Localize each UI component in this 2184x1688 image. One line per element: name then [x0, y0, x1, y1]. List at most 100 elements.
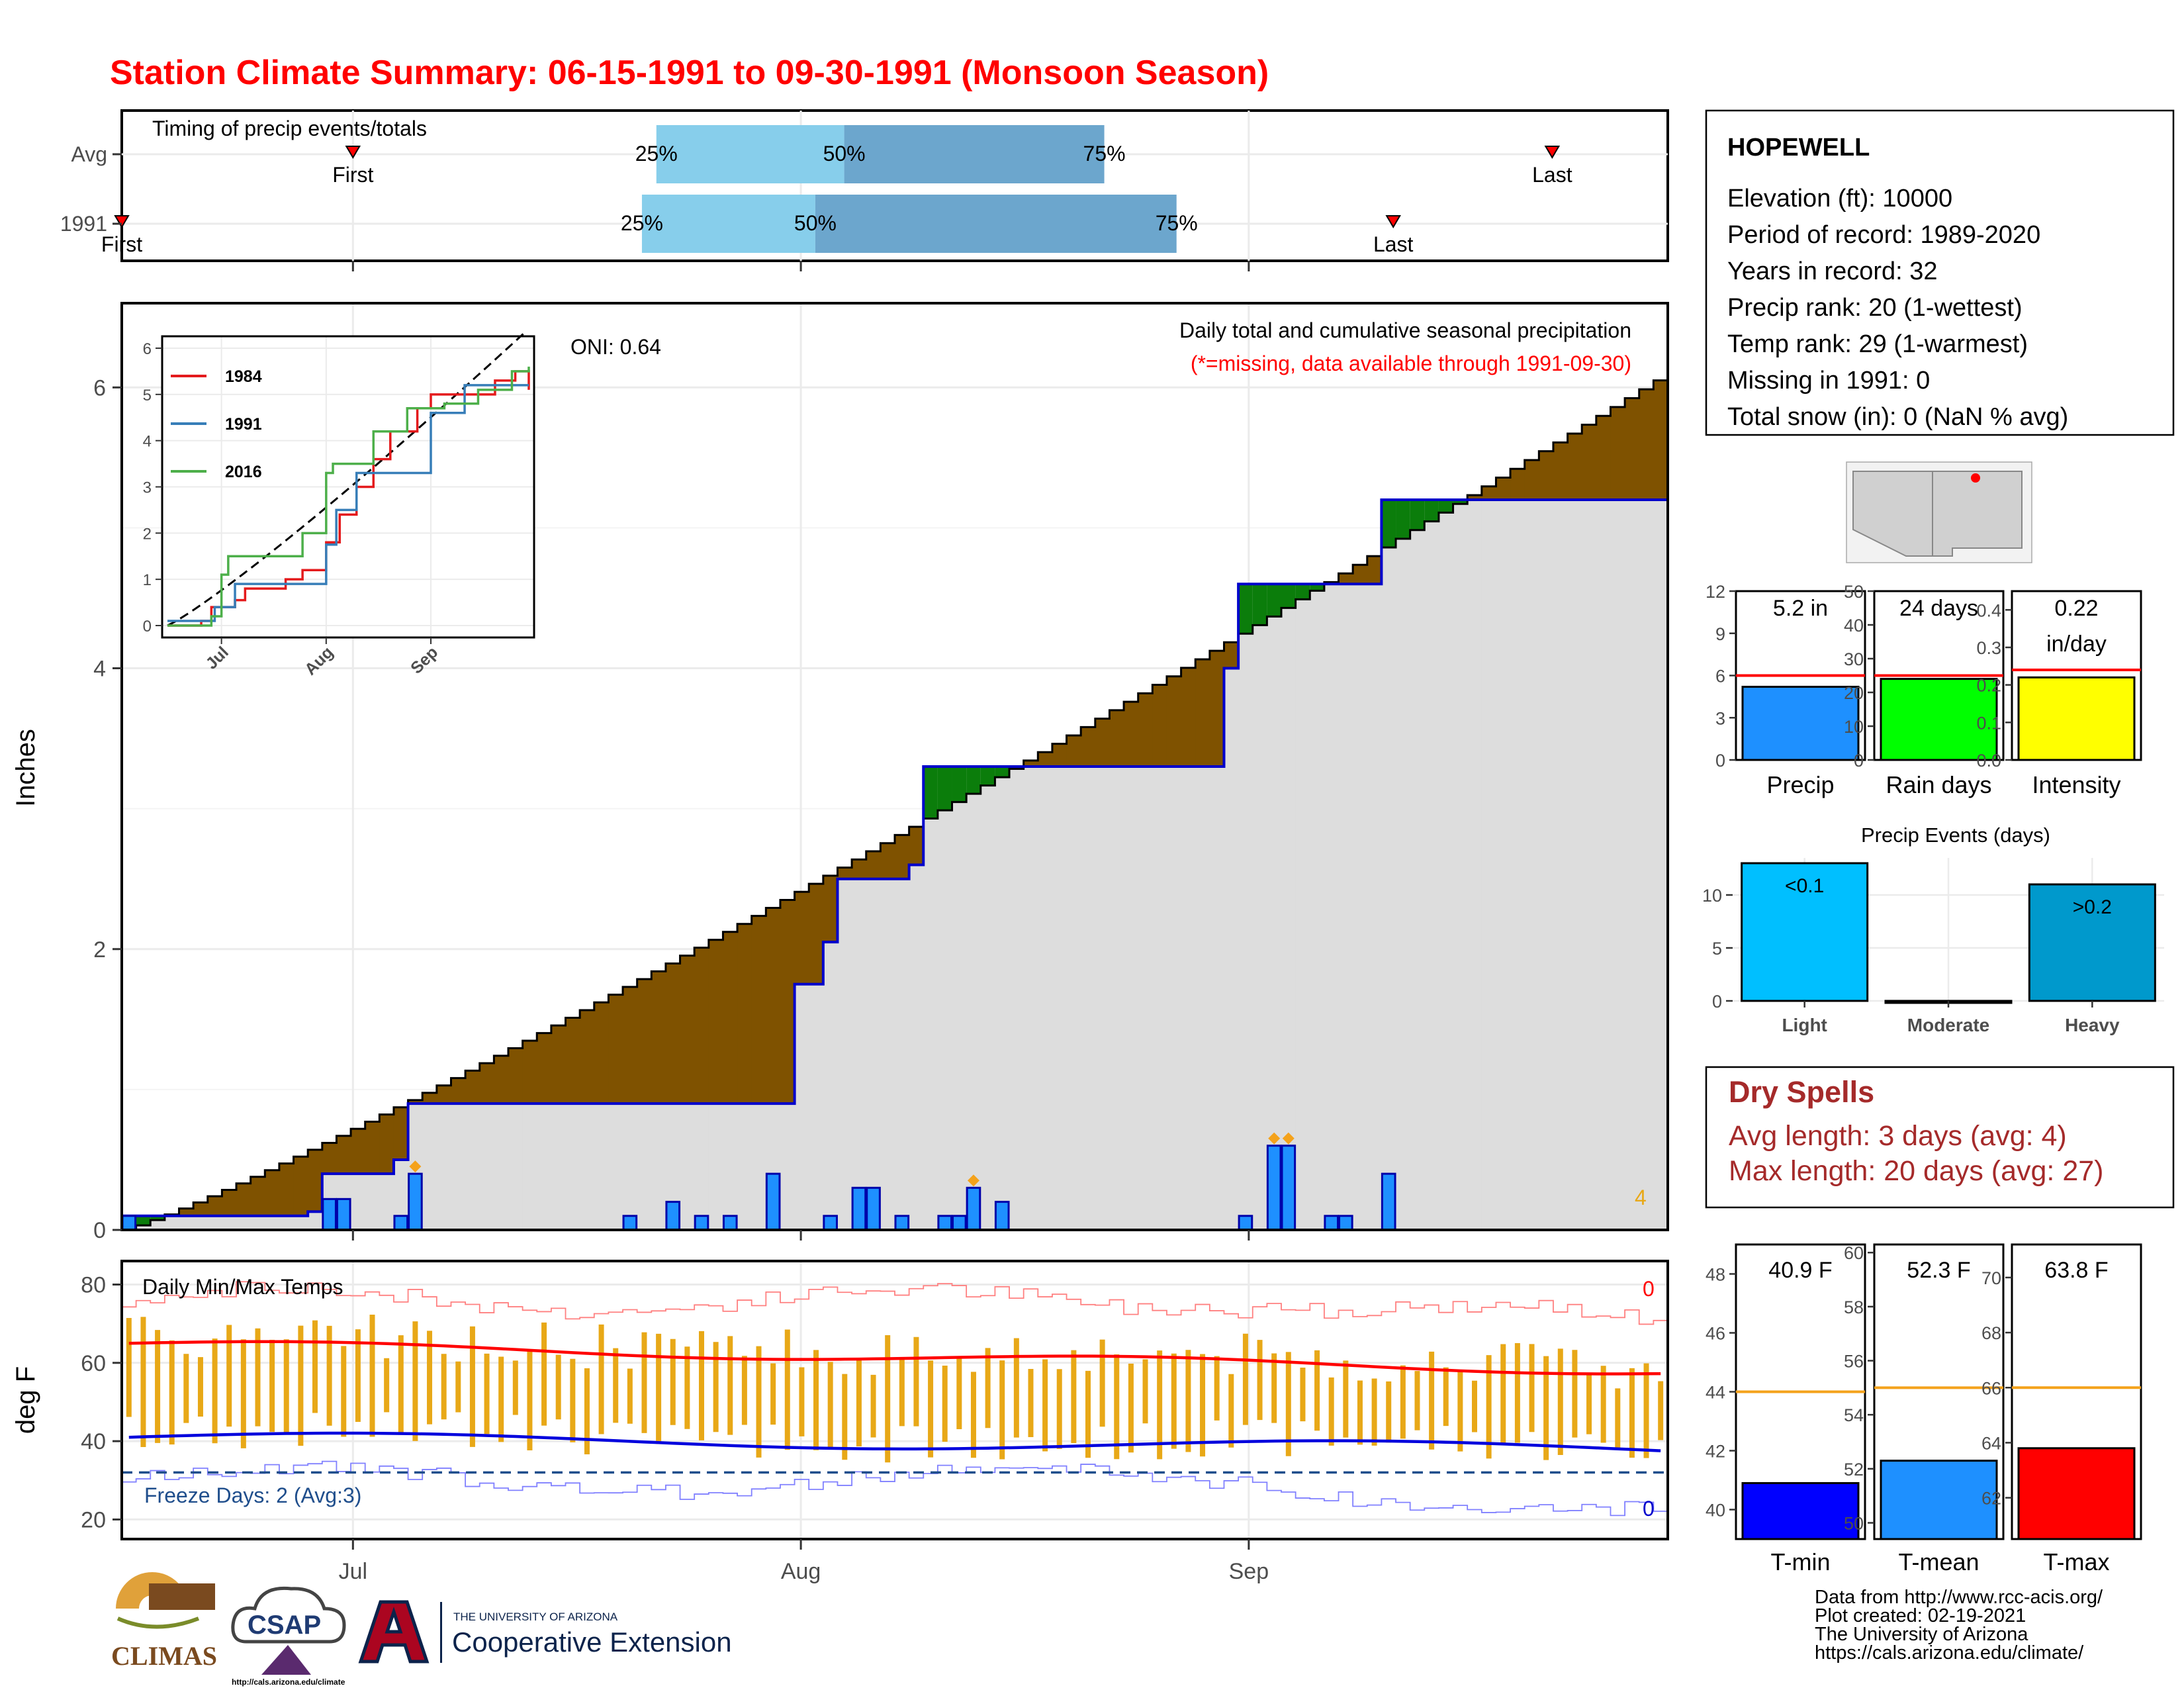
cum-base-area [895, 878, 910, 1230]
cum-base-area [1224, 668, 1239, 1230]
precip-events-chart: <0.1 Light Moderate >0.2 Heavy 0 5 10 [1702, 858, 2164, 1035]
summary-panel-name: T-mean [1898, 1548, 1979, 1575]
cum-base-area [580, 1103, 595, 1230]
cumulative-precip-panel: 0 2 4 6 Inches Daily total and cumulative s… [11, 302, 1669, 1243]
heavy-event-marker [1268, 1132, 1281, 1145]
cum-below-avg-area [193, 1202, 208, 1216]
cum-above-avg-area [1438, 499, 1454, 513]
cum-base-area [665, 1103, 681, 1230]
cum-below-avg-area [265, 1170, 280, 1216]
cum-base-area [937, 767, 953, 1230]
summary-value-label: 0.22 [2054, 596, 2098, 621]
cum-above-avg-area [1396, 499, 1411, 539]
heavy-event-marker [1282, 1132, 1295, 1145]
cum-below-avg-area [365, 1121, 380, 1174]
summary-value-bar [1741, 686, 1860, 761]
summary-ytick-label: 42 [1706, 1442, 1725, 1462]
cum-base-area [1009, 767, 1024, 1230]
first-event-marker [345, 146, 361, 159]
record-min-line [122, 1460, 1668, 1517]
cum-base-area [1582, 499, 1597, 1230]
cum-base-area [1381, 499, 1396, 1230]
daily-precip-bar [121, 1215, 137, 1231]
cum-base-area [479, 1103, 494, 1230]
inset-legend-label: 2016 [225, 463, 262, 481]
cum-below-avg-area [1639, 389, 1654, 500]
cum-above-avg-area [966, 767, 981, 794]
daily-precip-bar [894, 1215, 910, 1231]
summary-value-label: 5.2 in [1773, 596, 1828, 621]
cum-base-area [694, 1103, 709, 1230]
inset-ytick-label: 2 [143, 525, 152, 543]
cum-base-area [522, 1103, 537, 1230]
cum-above-avg-area [1281, 584, 1297, 608]
cum-base-area [1453, 499, 1468, 1230]
daily-precip-bar [994, 1201, 1010, 1231]
cum-base-area [823, 942, 839, 1230]
summary-ytick-label: 0.3 [1976, 638, 2001, 658]
cum-below-avg-area [1353, 565, 1368, 585]
cum-base-area [250, 1215, 265, 1230]
cum-below-avg-area [1081, 727, 1096, 767]
station-line: Total snow (in): 0 (NaN % avg) [1727, 403, 2068, 431]
cum-below-avg-area [451, 1078, 466, 1104]
precip-summary-bars: 0 3 6 9 12 5.2 in Precip 0 10 20 30 40 50 24 days Rain… [1706, 582, 2142, 798]
cum-base-area [565, 1103, 580, 1230]
cum-base-area [379, 1174, 394, 1230]
cum-below-avg-area [852, 859, 867, 879]
cum-base-area [1152, 767, 1167, 1230]
summary-ytick-label: 58 [1844, 1297, 1864, 1317]
temperature-summary-bars: 40 42 44 46 48 40.9 F T-min 50 52 54 56 58 60 52.3 F T… [1706, 1243, 2142, 1575]
cum-base-area [723, 1103, 738, 1230]
cum-below-avg-area [680, 955, 695, 1104]
temp-xtick-label: Sep [1229, 1559, 1269, 1584]
cum-base-area [708, 1103, 724, 1230]
cum-base-area [1467, 499, 1482, 1230]
station-line: Years in record: 32 [1727, 258, 1938, 285]
cum-below-avg-area [1510, 469, 1525, 500]
cum-below-avg-area [737, 923, 752, 1104]
cum-base-area [1539, 499, 1554, 1230]
cumulative-ylabel: Inches [11, 729, 40, 807]
cum-below-avg-area [780, 900, 796, 1104]
event-category-label: Moderate [1907, 1015, 1989, 1035]
cum-base-area [637, 1103, 652, 1230]
station-location-dot [1971, 473, 1980, 483]
cum-base-area [1510, 499, 1525, 1230]
cum-base-area [508, 1103, 523, 1230]
summary-panel-name: Precip [1766, 771, 1834, 798]
cum-below-avg-area [1596, 416, 1612, 500]
cum-base-area [1396, 499, 1411, 1230]
cum-above-avg-area [1381, 499, 1396, 548]
cum-above-avg-area [136, 1215, 151, 1226]
daily-precip-bar [1338, 1215, 1353, 1231]
temp-xtick-label: Jul [339, 1559, 367, 1584]
cum-base-area [1038, 767, 1053, 1230]
cum-base-area [551, 1103, 567, 1230]
daily-precip-bar [937, 1215, 953, 1231]
cum-below-avg-area [866, 851, 881, 879]
timing-iqr-high-bar [815, 195, 1177, 253]
cum-below-avg-area [293, 1156, 308, 1216]
summary-value-label: 52.3 F [1907, 1258, 1970, 1283]
temperature-panel: 20 40 60 80 Jul Aug Sep deg F Daily Min/Max Te… [11, 1260, 1669, 1584]
temp-frame [120, 1260, 1669, 1540]
inset-ytick-label: 4 [143, 433, 152, 451]
temp-ytick-label: 40 [81, 1429, 106, 1454]
arizona-a-icon [358, 1600, 430, 1664]
summary-ytick-label: 46 [1706, 1324, 1725, 1344]
summary-ytick-label: 54 [1844, 1405, 1864, 1425]
csap-cloud-icon [231, 1586, 346, 1644]
heavy-event-marker [967, 1174, 979, 1187]
daily-precip-bar [1281, 1145, 1297, 1231]
dry-spells-title: Dry Spells [1729, 1075, 1874, 1109]
timing-p75-label: 75% [1083, 142, 1126, 165]
station-name: HOPEWELL [1727, 134, 1870, 162]
cum-base-area [1410, 499, 1425, 1230]
cum-base-area [1524, 499, 1539, 1230]
cum-above-avg-area [1267, 584, 1282, 617]
cum-below-avg-area [1567, 433, 1582, 500]
summary-ytick-label: 40 [1706, 1501, 1725, 1521]
